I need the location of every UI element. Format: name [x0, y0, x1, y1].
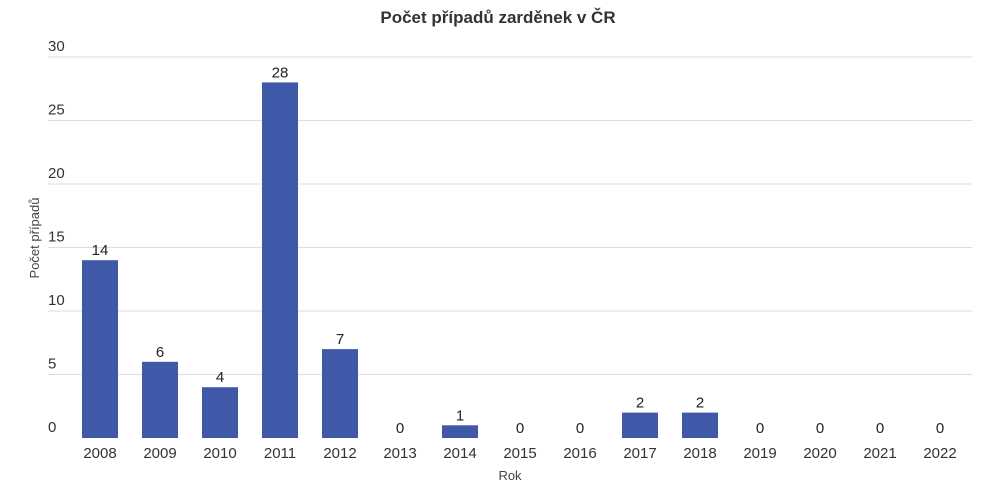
data-label: 2	[696, 395, 704, 412]
bar	[142, 361, 178, 438]
y-tick-label: 30	[48, 38, 65, 55]
bar	[262, 82, 298, 439]
x-tick-label: 2011	[264, 445, 296, 462]
y-axis-title: Počet případů	[27, 198, 42, 279]
data-label: 6	[156, 344, 164, 361]
data-labels: 14 6 4 28 7 0 1 0 0 2 2 0 0 0 0	[92, 64, 945, 437]
bar	[682, 412, 718, 438]
data-label: 4	[216, 369, 224, 386]
y-tick-label: 25	[48, 102, 65, 119]
gridlines	[48, 56, 972, 375]
data-label: 0	[516, 420, 524, 437]
x-tick-label: 2018	[683, 445, 716, 462]
x-tick-label: 2013	[383, 445, 416, 462]
x-tick-label: 2014	[443, 445, 476, 462]
data-label: 0	[756, 420, 764, 437]
bars	[82, 82, 718, 439]
x-tick-label: 2012	[323, 445, 356, 462]
data-label: 1	[456, 407, 464, 424]
y-tick-label: 5	[48, 356, 56, 373]
data-label: 0	[396, 420, 404, 437]
x-tick-label: 2015	[503, 445, 536, 462]
x-tick-label: 2016	[563, 445, 596, 462]
y-tick-label: 15	[48, 229, 65, 246]
data-label: 0	[936, 420, 944, 437]
data-label: 0	[576, 420, 584, 437]
bar	[622, 412, 658, 438]
data-label: 28	[272, 64, 289, 81]
y-tick-label: 0	[48, 419, 56, 436]
data-label: 2	[636, 395, 644, 412]
bar	[442, 425, 478, 438]
bar	[322, 349, 358, 438]
y-tick-label: 10	[48, 292, 65, 309]
x-tick-label: 2020	[803, 445, 836, 462]
bar	[202, 387, 238, 438]
x-tick-label: 2019	[743, 445, 776, 462]
x-axis-ticks: 2008 2009 2010 2011 2012 2013 2014 2015 2016 2017…	[83, 445, 956, 462]
x-tick-label: 2010	[203, 445, 236, 462]
x-tick-label: 2009	[143, 445, 176, 462]
y-tick-label: 20	[48, 165, 65, 182]
bar	[82, 260, 118, 438]
data-label: 14	[92, 242, 109, 259]
data-label: 7	[336, 331, 344, 348]
chart-title: Počet případů zarděnek v ČR	[380, 8, 616, 27]
x-tick-label: 2022	[923, 445, 956, 462]
x-tick-label: 2021	[863, 445, 896, 462]
x-axis-title: Rok	[498, 468, 522, 483]
data-label: 0	[816, 420, 824, 437]
y-axis-ticks: 0 5 10 15 20 25 30	[48, 38, 65, 436]
data-label: 0	[876, 420, 884, 437]
x-tick-label: 2008	[83, 445, 116, 462]
x-tick-label: 2017	[623, 445, 656, 462]
